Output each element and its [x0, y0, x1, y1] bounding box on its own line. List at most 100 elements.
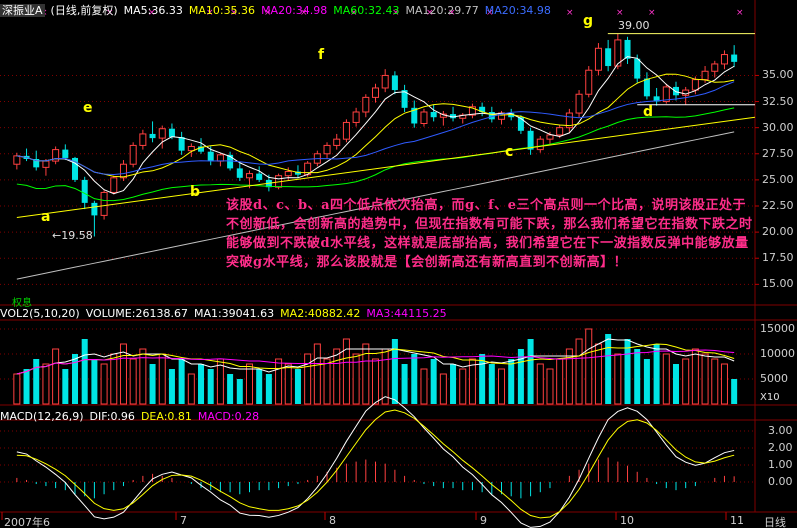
volume-bar-down: [81, 339, 88, 404]
volume-bar-up: [352, 353, 360, 405]
candle-body-down: [81, 179, 88, 203]
candle-body-up: [662, 86, 670, 103]
volume-bar-down: [227, 374, 234, 404]
candle-body-up: [371, 87, 380, 98]
volume-bar-up: [575, 338, 583, 405]
volume-bar-up: [594, 343, 602, 405]
event-marker: ×: [300, 8, 308, 18]
candle-body-down: [527, 130, 534, 150]
macd-dea: DEA:0.81: [140, 410, 192, 423]
candle-body-down: [643, 78, 650, 97]
ma10-label: MA10:35.36: [188, 4, 256, 17]
volume-bar-up: [275, 358, 283, 405]
volume-bar-down: [91, 359, 98, 404]
event-marker: ×: [566, 8, 574, 18]
volume-bar-up: [682, 358, 690, 405]
volume-bar-up: [284, 363, 292, 405]
volume-bar-down: [198, 364, 205, 404]
volume-bar-down: [62, 369, 69, 404]
macd-title: MACD(12,26,9): [0, 410, 84, 423]
point-label-d: d: [643, 104, 654, 120]
ma60-label: MA60:32.43: [333, 4, 400, 17]
volume-bar-up: [323, 358, 331, 405]
volume-ma2-line: [16, 343, 735, 375]
volume-bar-down: [391, 339, 398, 404]
x-tick-label: 8: [329, 514, 336, 527]
volume-bar-up: [691, 348, 699, 405]
candle-body-down: [227, 154, 234, 169]
volume-bar-up: [459, 368, 467, 405]
point-label-e: e: [83, 100, 93, 116]
candle-body-down: [62, 149, 69, 158]
x-tick-label: 7: [180, 514, 187, 527]
volume-bar-up: [420, 368, 428, 405]
price-tick-label: 15.00: [762, 277, 794, 291]
event-marker: ×: [392, 8, 400, 18]
volume-tick-label: 5000: [760, 372, 788, 385]
candle-body-down: [508, 113, 515, 118]
price-tick-label: 27.50: [762, 146, 794, 160]
macd-tick-label: 3.00: [768, 424, 793, 437]
candle-body-down: [256, 173, 263, 180]
volume-bar-up: [304, 353, 312, 405]
ma60-line: [16, 107, 735, 202]
volume-bar-down: [411, 354, 418, 404]
volume-bar-down: [605, 334, 612, 404]
volume-bar-up: [100, 363, 108, 405]
x-tick-label: 10: [620, 514, 634, 527]
volume-bar-up: [381, 348, 389, 405]
volume-bar-down: [401, 364, 408, 404]
candle-body-up: [13, 155, 21, 165]
stock-name: 深振业A: [0, 4, 45, 17]
volume-bar-down: [643, 359, 650, 404]
volume-bar-down: [672, 364, 679, 404]
candle-body-down: [672, 86, 679, 96]
volume-bar-up: [720, 363, 728, 405]
candle-body-up: [245, 173, 253, 179]
volume-ma3: MA3:44115.25: [366, 307, 447, 320]
candle-body-down: [653, 96, 660, 102]
volume-ma3-line: [16, 349, 735, 375]
candle-body-down: [634, 58, 641, 79]
candle-body-down: [294, 171, 301, 175]
ma5-label: MA5:36.33: [123, 4, 183, 17]
macd-tick-label: 1.00: [768, 458, 793, 471]
low-price-mark: ←19.58: [52, 229, 93, 242]
volume-bar-down: [430, 359, 437, 404]
candle-body-down: [624, 39, 631, 59]
event-marker: ×: [148, 8, 156, 18]
candle-body-down: [168, 128, 175, 138]
volume-bar-up: [119, 343, 127, 405]
candle-body-up: [323, 144, 331, 155]
event-marker: ×: [230, 8, 238, 18]
period-tab[interactable]: 日线: [764, 516, 786, 528]
volume-bar-down: [508, 359, 515, 404]
volume-bar-up: [468, 358, 476, 405]
ma20-label: MA20:34.98: [261, 4, 328, 17]
candle-body-up: [468, 106, 476, 116]
candle-body-down: [149, 133, 156, 139]
candle-body-down: [450, 114, 457, 119]
volume-bar-down: [517, 349, 524, 404]
volume-bar-down: [488, 364, 495, 404]
candle-body-up: [585, 69, 593, 95]
candle-body-up: [691, 79, 699, 91]
event-marker: ×: [264, 8, 272, 18]
volume-bar-up: [13, 373, 21, 405]
volume-ma1: MA1:39041.63: [193, 307, 275, 320]
candle-body-up: [420, 111, 428, 124]
point-label-a: a: [41, 209, 51, 225]
candle-body-down: [391, 75, 398, 91]
candle-body-up: [119, 163, 127, 179]
event-marker: ×: [616, 8, 624, 18]
macd-tick-label: 2.00: [768, 441, 793, 454]
ma120-line: [16, 131, 735, 280]
high-price-mark: 39.00: [618, 19, 650, 32]
volume-bar-up: [536, 363, 544, 405]
volume-tick-label: 15000: [760, 322, 795, 335]
candle-body-up: [284, 171, 292, 177]
volume-unit: X10: [760, 392, 780, 403]
volume-bar-up: [614, 353, 622, 405]
volume-bar-down: [479, 354, 486, 404]
